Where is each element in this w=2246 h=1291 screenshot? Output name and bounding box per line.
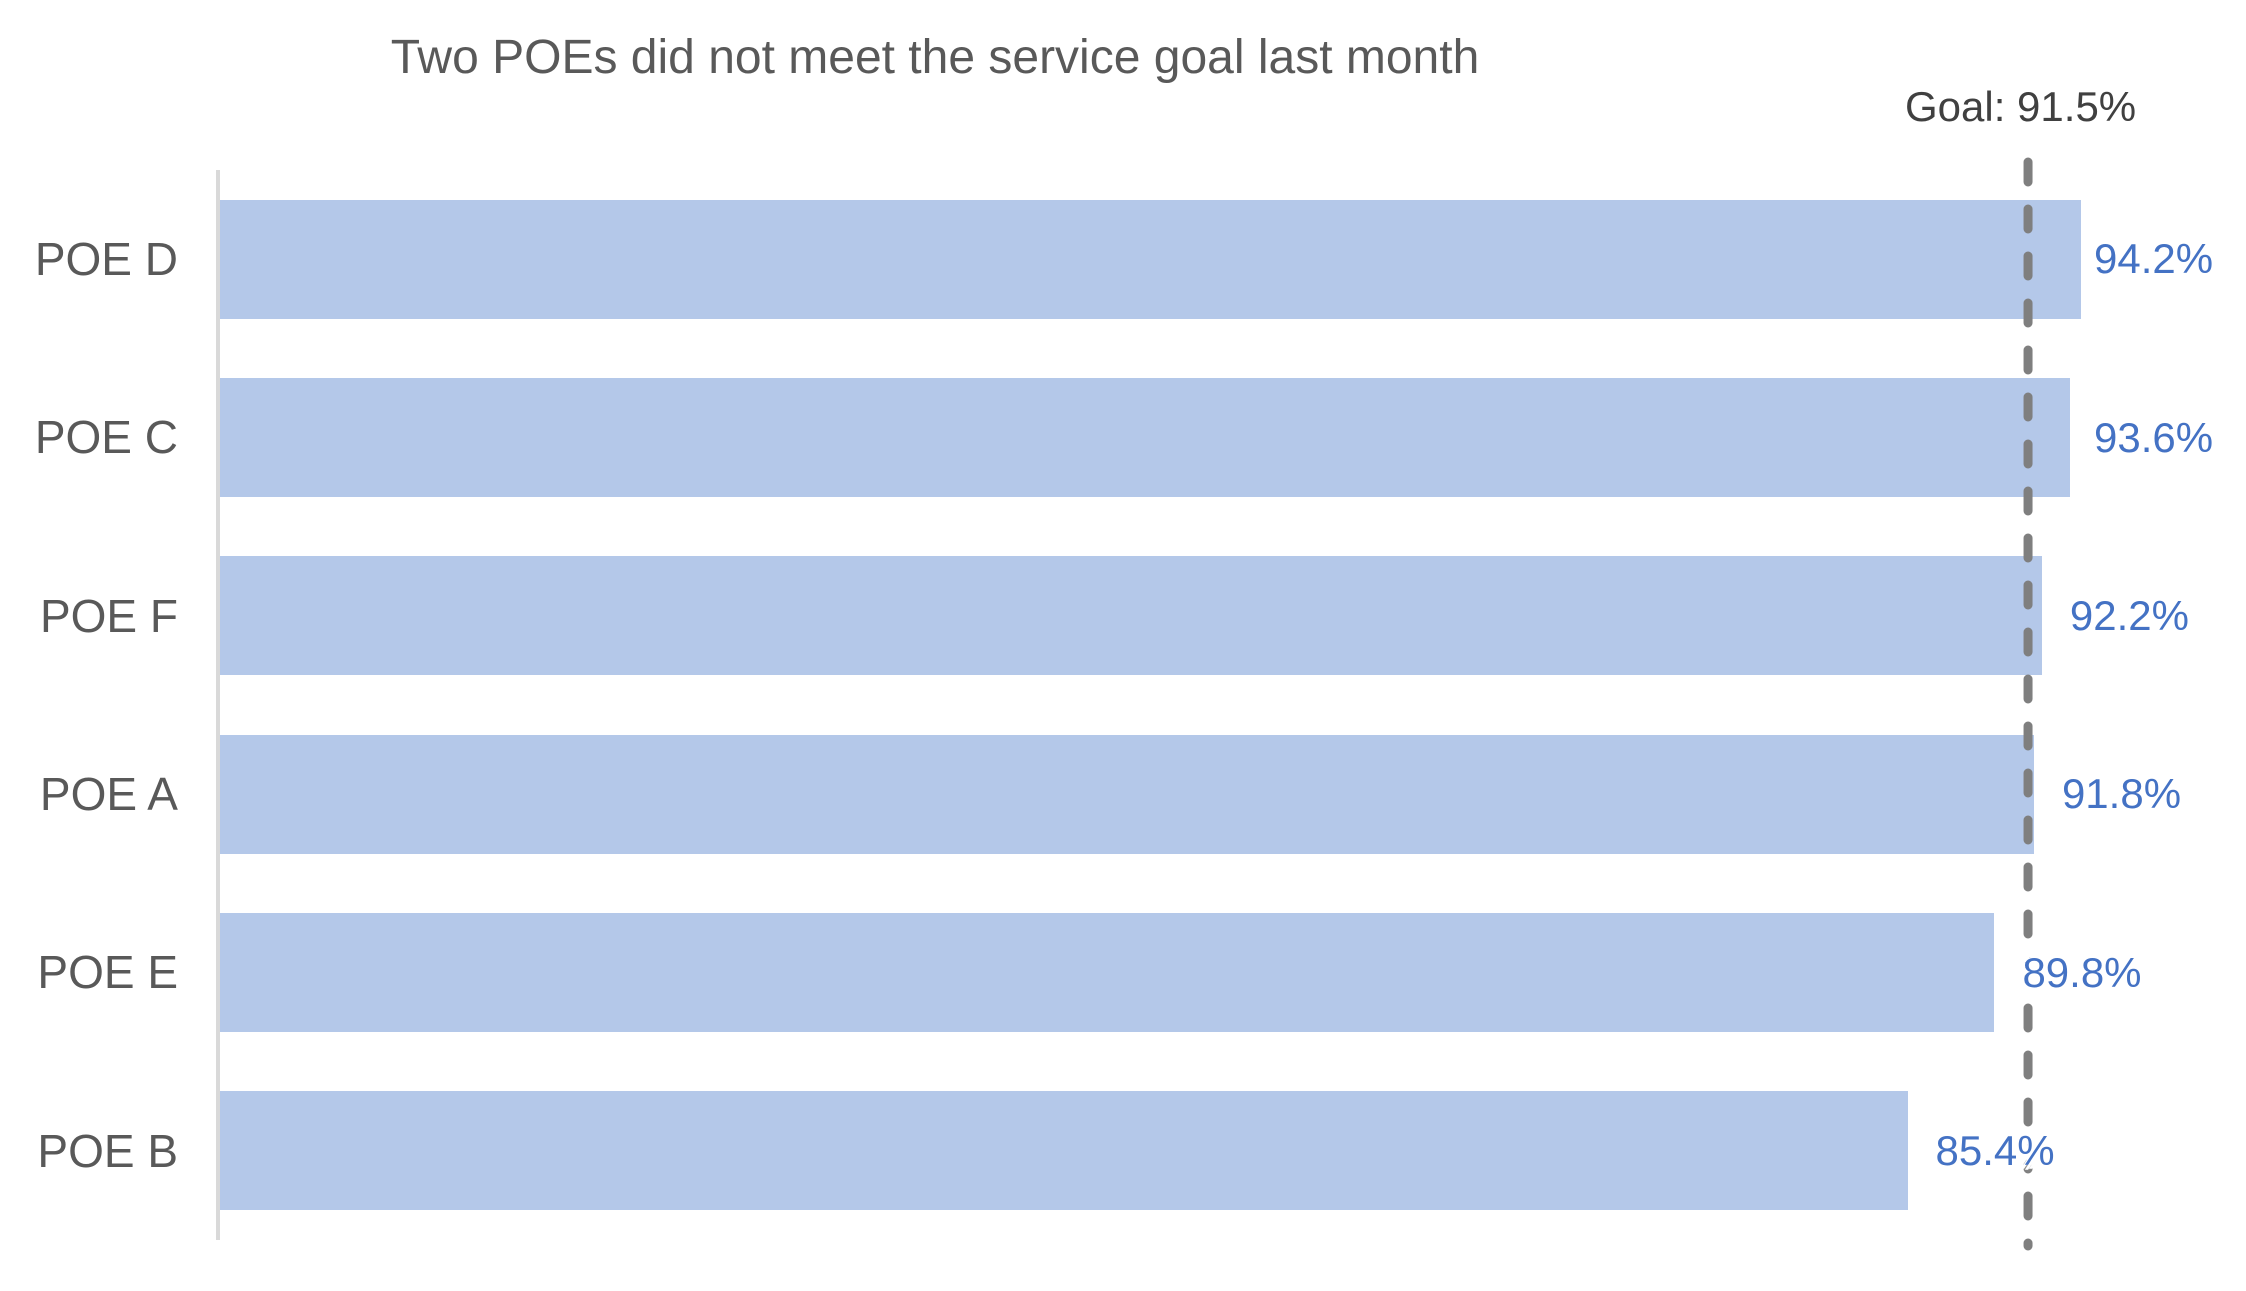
category-label-poe-c: POE C (34, 411, 178, 464)
bar-poe-c (220, 378, 2070, 497)
bar-poe-e (220, 913, 1994, 1032)
value-label-poe-a: 91.8% (2061, 770, 2182, 817)
chart-title: Two POEs did not meet the service goal l… (390, 31, 1480, 84)
category-label-poe-d: POE D (34, 233, 178, 285)
category-label-poe-b: POE B (37, 1124, 178, 1177)
value-label-poe-c: 93.6% (2094, 414, 2214, 461)
bar-poe-a (220, 734, 2034, 854)
bar-poe-d (220, 199, 2081, 319)
value-label-poe-f: 92.2% (2069, 592, 2189, 639)
value-label-poe-e: 89.8% (2022, 949, 2142, 996)
category-label-poe-a: POE A (39, 768, 178, 820)
bar-poe-b (220, 1091, 1908, 1211)
category-label-poe-f: POE F (39, 589, 178, 642)
y-axis-line (216, 170, 220, 1240)
value-label-poe-d: 94.2% (2094, 235, 2214, 282)
bar-poe-f (220, 556, 2042, 676)
category-label-poe-e: POE E (37, 946, 178, 999)
value-label-poe-b: 85.4% (1935, 1127, 2055, 1174)
goal-line-label: Goal: 91.5% (1905, 83, 2137, 130)
